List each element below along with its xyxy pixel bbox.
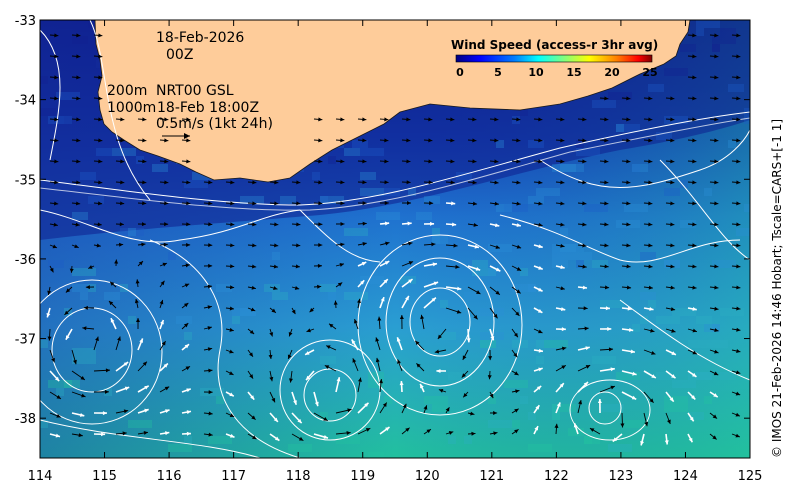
y-axis: -33 -34 -35 -36 -37 -38 <box>15 14 750 427</box>
colorbar-ramp <box>455 54 653 63</box>
current-vectors <box>46 33 741 446</box>
scale-label: 0.5m/s (1kt 24h) <box>156 116 273 132</box>
isobath-1000-label: 1000m <box>107 100 156 116</box>
date-label: 18-Feb-2026 <box>156 30 244 46</box>
colorbar-tick-label: 5 <box>494 66 502 79</box>
overlay-label: NRT00 GSL <box>156 83 234 99</box>
colorbar-tick-label: 25 <box>642 66 657 79</box>
colorbar-tick-label: 15 <box>566 66 581 79</box>
x-tick-label: 125 <box>738 469 763 484</box>
credit-text: © IMOS 21-Feb-2026 14:46 Hobart; Tscale=… <box>770 119 784 458</box>
contours <box>40 20 750 458</box>
scale-arrow <box>162 133 190 139</box>
y-tick-label: -33 <box>15 14 36 29</box>
colorbar-title: Wind Speed (access-r 3hr avg) <box>451 38 658 52</box>
x-axis: 114 115 116 117 118 119 120 121 122 123 124 125 <box>28 20 763 484</box>
colorbar-tick-label: 0 <box>456 66 464 79</box>
x-tick-label: 123 <box>608 469 633 484</box>
x-tick-label: 118 <box>286 469 311 484</box>
y-tick-label: -35 <box>15 173 36 188</box>
colorbar: Wind Speed (access-r 3hr avg) 0 5 10 15 20 25 <box>451 38 658 79</box>
y-tick-label: -37 <box>15 333 36 348</box>
plot-frame <box>39 19 751 459</box>
x-tick-label: 121 <box>479 469 504 484</box>
x-tick-label: 119 <box>350 469 375 484</box>
isobath-200-label: 200m <box>107 83 147 99</box>
x-tick-label: 117 <box>221 469 246 484</box>
x-tick-label: 115 <box>92 469 117 484</box>
overlay-time-label: 18-Feb 18:00Z <box>157 100 259 116</box>
y-tick-label: -36 <box>15 253 36 268</box>
x-tick-label: 124 <box>673 469 698 484</box>
colorbar-tick-label: 10 <box>528 66 544 79</box>
x-tick-label: 114 <box>28 469 53 484</box>
colorbar-tick-label: 20 <box>604 66 620 79</box>
x-tick-label: 122 <box>544 469 569 484</box>
x-tick-label: 120 <box>415 469 440 484</box>
y-tick-label: -34 <box>15 94 36 109</box>
time-label: 00Z <box>166 47 193 63</box>
y-tick-label: -38 <box>15 412 36 427</box>
x-tick-label: 116 <box>157 469 182 484</box>
